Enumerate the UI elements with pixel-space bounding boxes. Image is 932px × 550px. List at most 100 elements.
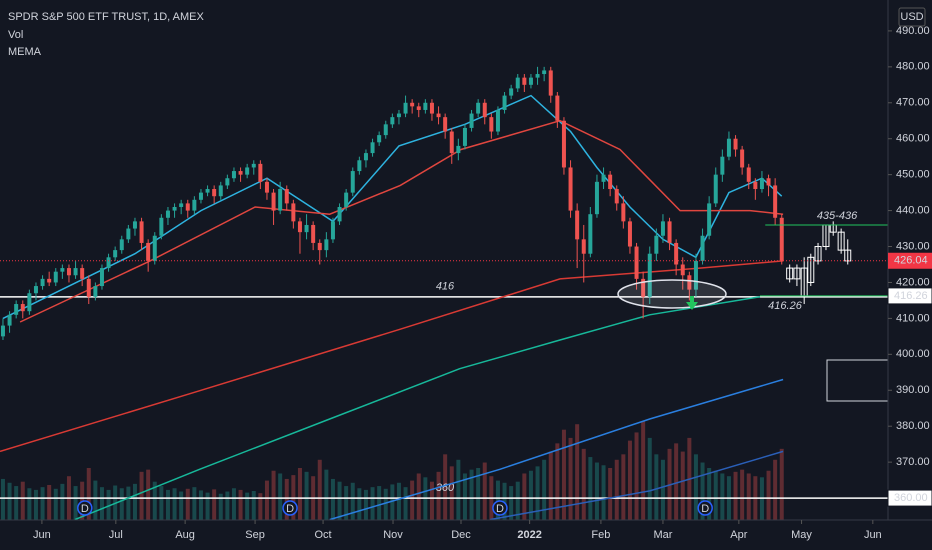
volume-bar	[20, 481, 25, 520]
candle-body	[119, 239, 124, 251]
candle-body	[238, 171, 243, 175]
dividend-marker[interactable]	[697, 500, 713, 516]
y-tick-label: 390.00	[896, 384, 930, 396]
volume-bar	[588, 457, 593, 520]
y-tick-label: 430.00	[896, 240, 930, 252]
x-tick-label: 2022	[517, 529, 541, 541]
volume-bar	[165, 489, 170, 520]
candle-body	[436, 113, 441, 118]
volume-bar	[304, 471, 309, 520]
volume-bar	[278, 473, 283, 520]
price-tag	[887, 287, 932, 305]
candle-body	[641, 278, 646, 297]
candle-body	[733, 138, 738, 150]
volume-bar	[515, 481, 520, 520]
volume-bar	[542, 459, 547, 520]
candle-body	[726, 138, 731, 157]
dividend-marker[interactable]	[492, 500, 508, 516]
candle-body	[522, 77, 527, 85]
x-tick-label: Dec	[451, 529, 471, 541]
volume-bar	[449, 466, 454, 520]
volume-bar	[377, 486, 382, 520]
volume-bar	[733, 471, 738, 520]
candle-body	[165, 210, 170, 218]
volume-bar	[713, 470, 718, 520]
volume-bar	[740, 469, 745, 520]
projection-body	[814, 246, 822, 262]
candle-body	[667, 221, 672, 243]
volume-bar	[284, 478, 289, 520]
candle-body	[264, 181, 269, 193]
x-tick-label: Jun	[33, 529, 51, 541]
volume-bar	[126, 486, 131, 520]
moving-average	[19, 119, 784, 323]
volume-bar	[575, 424, 580, 520]
currency-box[interactable]	[898, 7, 926, 27]
support-label: 416.26	[768, 300, 803, 312]
dividend-label: D	[701, 503, 709, 515]
y-tick-label: 450.00	[896, 169, 930, 181]
candle-body	[14, 304, 19, 315]
volume-bar	[594, 462, 599, 520]
candle-body	[20, 304, 25, 312]
volume-bar	[410, 480, 415, 520]
volume-bar	[641, 421, 646, 520]
candle-body	[476, 102, 481, 114]
candle-body	[568, 167, 573, 211]
candle-body	[324, 239, 329, 251]
candle-body	[779, 217, 784, 261]
candle-body	[357, 160, 362, 172]
candle-body	[502, 95, 507, 110]
candle-body	[674, 242, 679, 265]
volume-bar	[344, 486, 349, 520]
candle-body	[377, 135, 382, 143]
volume-bar	[654, 454, 659, 520]
volume-bar	[522, 473, 527, 520]
volume-bar	[647, 437, 652, 520]
candle-body	[245, 167, 250, 175]
moving-average	[329, 378, 784, 521]
volume-bar	[621, 454, 626, 520]
volume-bar	[27, 488, 32, 520]
candle-body	[198, 192, 203, 200]
candle-body	[482, 102, 487, 118]
line-label: 360	[436, 482, 455, 494]
candle-body	[746, 167, 751, 182]
volume-bar	[627, 440, 632, 520]
candle-body	[40, 278, 45, 287]
candle-body	[449, 131, 454, 154]
candle-body	[47, 278, 52, 283]
candle-body	[146, 242, 151, 261]
price-tag	[888, 252, 932, 269]
candle-body	[740, 149, 745, 168]
candle-body	[647, 253, 652, 297]
candle-body	[159, 217, 164, 236]
volume-bar	[93, 480, 98, 520]
dividend-marker[interactable]	[77, 500, 93, 516]
volume-bar	[390, 484, 395, 520]
x-tick-label: May	[791, 529, 812, 541]
volume-bar	[40, 487, 45, 520]
candle-body	[304, 224, 309, 233]
candle-body	[707, 203, 712, 236]
candle-body	[588, 214, 593, 254]
candle-body	[212, 189, 217, 197]
volume-bar	[495, 480, 500, 520]
volume-bar	[779, 448, 784, 520]
candle-body	[172, 206, 177, 211]
candle-body	[60, 268, 65, 272]
y-tick-label: 380.00	[896, 420, 930, 432]
candle-body	[495, 109, 500, 132]
volume-bar	[548, 451, 553, 520]
support-ellipse	[617, 279, 727, 309]
candle-body	[621, 203, 626, 222]
volume-bar	[106, 489, 111, 520]
candle-body	[443, 117, 448, 132]
volume-bar	[370, 487, 375, 520]
dividend-marker[interactable]	[282, 500, 298, 516]
volume-bar	[99, 487, 104, 520]
volume-bar	[403, 487, 408, 520]
candle-body	[350, 171, 355, 193]
price-tag-label: 416.26	[894, 290, 928, 302]
volume-bar	[746, 473, 751, 520]
